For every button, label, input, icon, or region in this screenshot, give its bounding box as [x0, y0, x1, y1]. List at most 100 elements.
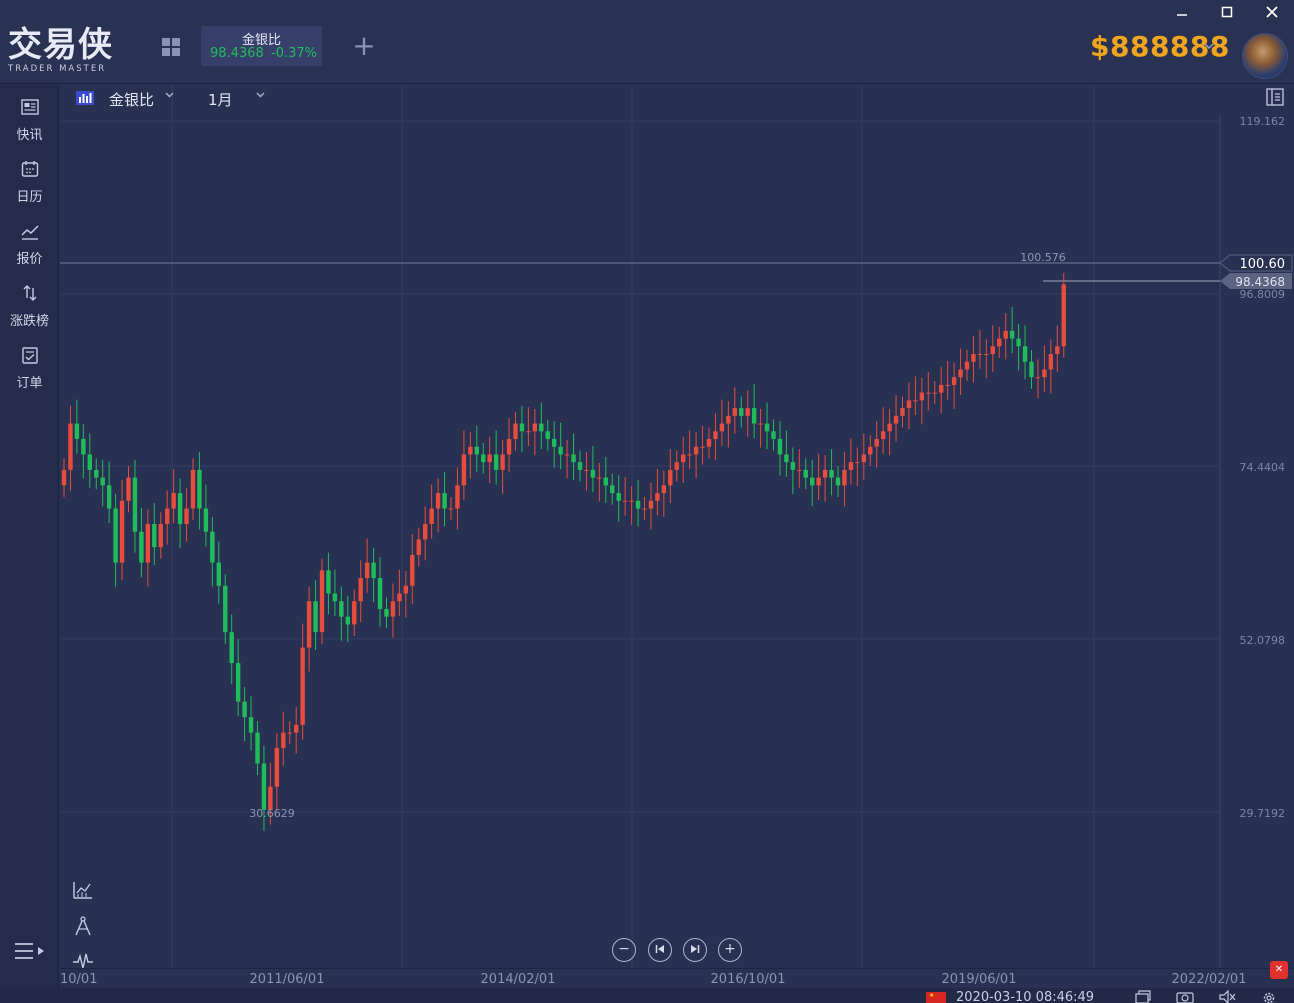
candle	[1035, 359, 1041, 399]
sidebar-item-calendar[interactable]: 日历	[0, 153, 59, 209]
candle	[693, 432, 699, 479]
candle-body	[74, 423, 80, 440]
zoom-out-button[interactable]: −	[612, 938, 636, 962]
chevron-down-icon[interactable]	[255, 89, 266, 103]
minimize-icon[interactable]	[1170, 2, 1194, 24]
candle	[726, 401, 731, 448]
logo-text: 交易侠	[8, 25, 113, 65]
candle-body	[900, 408, 905, 416]
crosshair-price: 100.60	[1240, 257, 1286, 272]
candle	[352, 589, 357, 637]
candle	[1055, 325, 1060, 372]
candle-body	[100, 477, 105, 486]
x-tick-label: 2019/06/01	[942, 972, 1017, 987]
candle	[771, 419, 776, 451]
candle	[235, 639, 241, 717]
candle-body	[751, 408, 757, 424]
left-sidebar: 快讯 日历 报价 涨跌榜 订单	[0, 85, 59, 1003]
candle-body	[603, 477, 608, 486]
candle-body	[274, 748, 280, 787]
candle-body	[945, 384, 950, 386]
candle	[377, 557, 383, 627]
candle	[777, 421, 783, 476]
chevron-down-icon[interactable]	[1203, 40, 1215, 52]
candle-body	[113, 508, 118, 563]
candlestick-chart[interactable]: 119.162 96.8009 74.4404 52.0798 29.7192 …	[60, 85, 1294, 968]
candle	[255, 720, 260, 776]
candle	[719, 399, 725, 446]
candle-body	[822, 469, 828, 478]
candle	[274, 733, 280, 811]
grid-layout-icon[interactable]	[162, 38, 182, 58]
candle-body	[106, 485, 112, 509]
add-tab-button[interactable]: +	[352, 29, 376, 62]
candle	[848, 438, 854, 485]
candle-body	[880, 431, 886, 440]
x-tick-label: 2022/02/01	[1172, 972, 1247, 987]
maximize-icon[interactable]	[1215, 2, 1239, 24]
menu-expand-icon[interactable]	[14, 940, 46, 966]
candle	[629, 486, 634, 525]
candle-body	[803, 469, 808, 478]
candle	[571, 433, 576, 480]
candle	[332, 569, 338, 616]
account-balance[interactable]: $888888	[1090, 30, 1230, 63]
candle	[906, 382, 912, 429]
quote-icon	[20, 225, 39, 240]
candle	[713, 413, 718, 460]
sidebar-item-news[interactable]: 快讯	[0, 91, 59, 147]
sidebar-item-quote[interactable]: 报价	[0, 215, 59, 271]
chevron-down-icon[interactable]	[164, 89, 175, 103]
period-selector[interactable]: 1月	[208, 91, 233, 109]
candle	[584, 452, 589, 491]
sidebar-item-updown[interactable]: 涨跌榜	[0, 277, 59, 333]
candle-body	[906, 400, 912, 409]
zoom-in-button[interactable]: +	[718, 938, 742, 962]
candle-body	[622, 500, 628, 502]
symbol-tab[interactable]: 金银比 98.4368 -0.37%	[201, 26, 322, 66]
chart-area[interactable]: 119.162 96.8009 74.4404 52.0798 29.7192 …	[60, 85, 1294, 968]
candle	[951, 362, 957, 409]
candle-body	[784, 454, 789, 463]
candle	[990, 325, 995, 372]
panel-toggle-icon[interactable]	[1265, 87, 1285, 107]
candle-body	[216, 562, 221, 586]
china-flag-icon[interactable]: ★	[926, 992, 946, 1003]
candle	[390, 583, 396, 638]
mute-icon[interactable]	[1218, 990, 1236, 1003]
candle-body	[352, 601, 357, 625]
symbol-selector[interactable]: 金银比	[109, 91, 155, 109]
y-tick-label: 96.8009	[1240, 288, 1286, 301]
scroll-start-button[interactable]	[648, 938, 672, 962]
candle-body	[364, 562, 370, 579]
indicator-icon[interactable]	[72, 879, 94, 901]
candle-body	[532, 423, 538, 432]
sidebar-item-label: 报价	[16, 252, 43, 267]
bar-chart-icon[interactable]	[76, 91, 94, 105]
scroll-end-button[interactable]	[683, 938, 707, 962]
candle	[442, 472, 447, 527]
candle-body	[984, 354, 989, 356]
gear-icon[interactable]	[1260, 990, 1278, 1003]
drawing-tool-icon[interactable]	[72, 915, 94, 937]
candle	[913, 376, 918, 416]
avatar[interactable]	[1242, 33, 1288, 79]
candle	[971, 336, 976, 383]
notification-icon[interactable]: ✕	[1270, 961, 1288, 979]
camera-icon[interactable]	[1176, 990, 1194, 1003]
candle-body	[294, 724, 299, 733]
y-tick-label: 119.162	[1240, 115, 1286, 128]
candle	[210, 517, 215, 587]
layers-icon[interactable]	[1134, 990, 1152, 1003]
candle	[635, 479, 641, 527]
candle	[281, 711, 286, 766]
app-logo: 交易侠 TRADER MASTER	[8, 26, 132, 76]
candle	[1048, 339, 1054, 394]
candle-body	[790, 462, 796, 470]
sidebar-item-order[interactable]: 订单	[0, 339, 59, 395]
candle-body	[152, 523, 157, 548]
close-icon[interactable]	[1260, 2, 1284, 24]
candle	[861, 433, 866, 480]
candle-body	[545, 431, 550, 440]
crosshair-price-marker: 100.60	[1219, 254, 1293, 272]
